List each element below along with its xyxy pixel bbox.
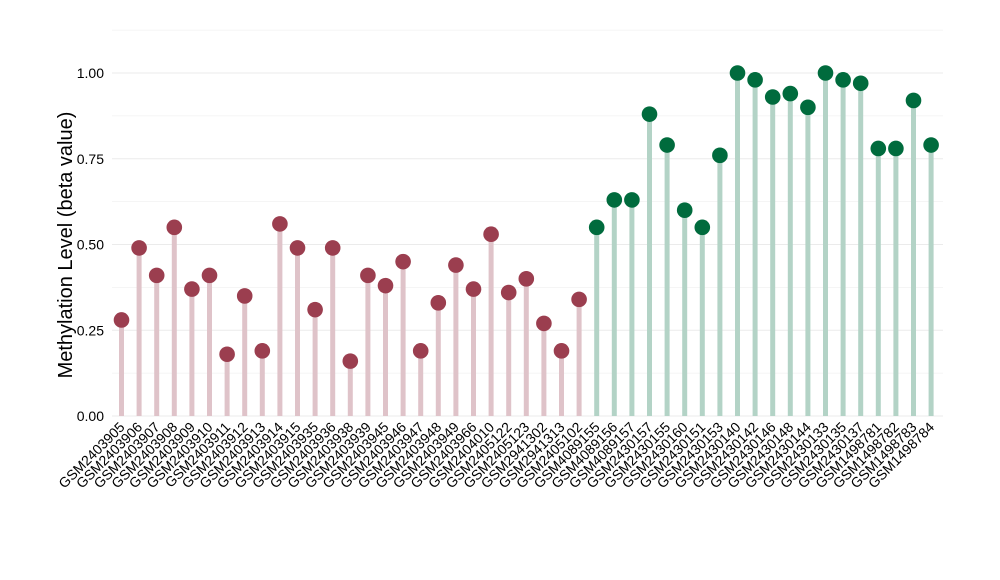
stem-layer	[119, 73, 934, 416]
point-GSM2403907	[148, 267, 165, 284]
point-GSM2403936	[324, 240, 341, 256]
point-GSM1498784	[923, 137, 939, 153]
point-GSM2403945	[377, 277, 394, 294]
y-tick-label-2: 0.50	[77, 237, 104, 253]
point-GSM2430153	[712, 147, 728, 164]
point-GSM2430151	[694, 219, 711, 236]
point-GSM2403938	[342, 353, 359, 369]
point-GSM2405123	[518, 271, 535, 287]
y-tick-label-1: 0.25	[77, 322, 104, 338]
point-GSM2403949	[448, 257, 464, 273]
point-GSM2430146	[764, 89, 781, 105]
point-GSM1498781	[870, 140, 887, 157]
point-GSM2430155	[659, 137, 675, 153]
y-axis-ticks: 0.00 0.25 0.50 0.75 1.00	[77, 65, 104, 424]
point-GSM4089157	[624, 192, 640, 208]
point-GSM2403909	[184, 281, 200, 297]
point-GSM2403906	[131, 240, 147, 256]
point-GSM2430133	[817, 65, 834, 81]
point-GSM4089156	[606, 192, 623, 208]
point-GSM2403947	[412, 343, 429, 359]
point-layer	[113, 65, 939, 369]
point-GSM2430160	[676, 202, 693, 218]
point-GSM2403914	[272, 216, 288, 232]
point-GSM2403939	[360, 267, 376, 284]
point-GSM2430144	[800, 99, 816, 116]
point-GSM2403913	[254, 343, 271, 359]
point-GSM1498782	[888, 140, 904, 157]
point-GSM2430137	[852, 75, 869, 92]
point-GSM2405122	[500, 284, 517, 301]
point-GSM2941313	[553, 343, 570, 359]
y-tick-label-3: 0.75	[77, 151, 104, 167]
point-GSM2403912	[236, 288, 253, 304]
point-GSM2404010	[483, 226, 499, 243]
point-GSM2430135	[835, 72, 851, 88]
y-axis-title: Methylation Level (beta value)	[55, 112, 77, 379]
point-GSM4089155	[588, 219, 605, 236]
point-GSM2430140	[729, 65, 746, 81]
y-tick-label-0: 0.00	[77, 408, 104, 424]
point-GSM2403908	[166, 219, 183, 236]
point-GSM2403905	[113, 312, 130, 328]
point-GSM2430148	[782, 85, 799, 102]
y-tick-label-4: 1.00	[77, 65, 104, 81]
point-GSM2403966	[465, 281, 482, 297]
point-GSM2403910	[201, 267, 218, 284]
point-GSM2430142	[747, 72, 763, 88]
grid-layer	[112, 29, 943, 417]
point-GSM2941302	[536, 315, 552, 332]
point-GSM1498783	[905, 92, 922, 109]
point-GSM2430157	[641, 106, 658, 122]
point-GSM2403935	[307, 301, 323, 318]
point-GSM2403915	[289, 240, 306, 256]
point-GSM2403946	[395, 253, 411, 270]
point-GSM2405102	[571, 291, 587, 308]
point-GSM2403948	[430, 295, 447, 311]
point-GSM2403911	[219, 346, 235, 363]
x-axis-ticks: GSM2403905GSM2403906GSM2403907GSM2403908…	[55, 419, 937, 492]
